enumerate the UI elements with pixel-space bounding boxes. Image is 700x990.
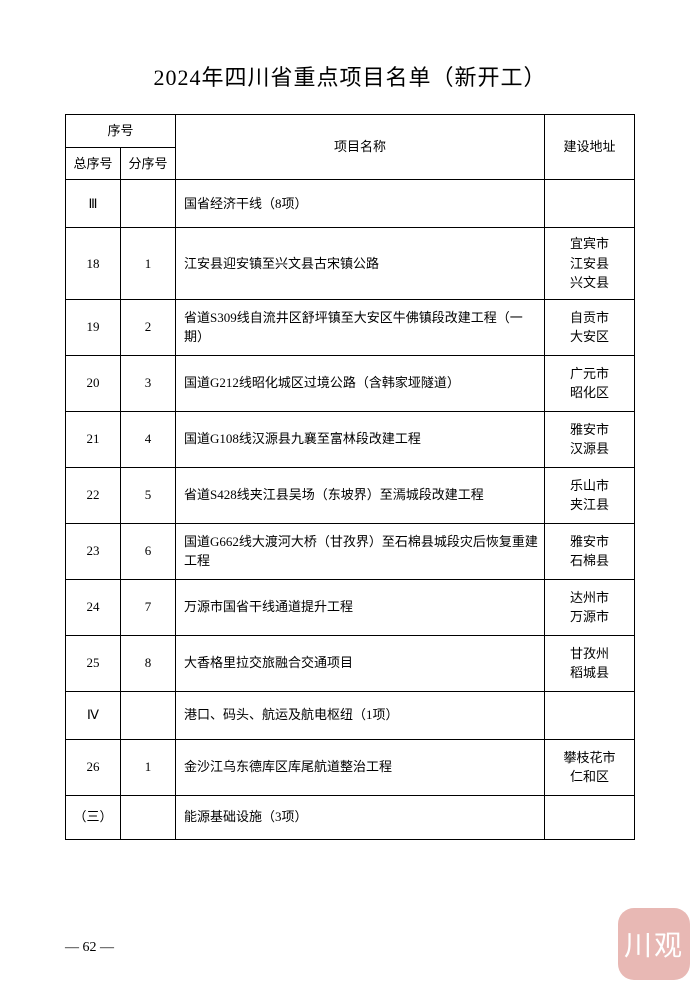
table-header: 序号 项目名称 建设地址 总序号 分序号 [66,115,635,180]
cell-sub-seq: 1 [121,739,176,795]
cell-project-name: 国道G662线大渡河大桥（甘孜界）至石棉县城段灾后恢复重建工程 [176,523,545,579]
table-body: Ⅲ国省经济干线（8项）181江安县迎安镇至兴文县古宋镇公路宜宾市江安县兴文县19… [66,180,635,840]
header-total-seq: 总序号 [66,147,121,180]
cell-address: 攀枝花市仁和区 [545,739,635,795]
cell-sub-seq: 7 [121,579,176,635]
cell-total-seq: 20 [66,355,121,411]
cell-project-name: 港口、码头、航运及航电枢纽（1项） [176,691,545,739]
document-page: 2024年四川省重点项目名单（新开工） 序号 项目名称 建设地址 总序号 分序号… [0,0,700,880]
cell-sub-seq [121,795,176,839]
cell-sub-seq: 5 [121,467,176,523]
cell-project-name: 金沙江乌东德库区库尾航道整治工程 [176,739,545,795]
table-row: 192省道S309线自流井区舒坪镇至大安区牛佛镇段改建工程（一期）自贡市大安区 [66,299,635,355]
cell-sub-seq: 4 [121,411,176,467]
cell-project-name: 万源市国省干线通道提升工程 [176,579,545,635]
table-row: 247万源市国省干线通道提升工程达州市万源市 [66,579,635,635]
cell-project-name: 大香格里拉交旅融合交通项目 [176,635,545,691]
header-sub-seq: 分序号 [121,147,176,180]
cell-project-name: 国道G108线汉源县九襄至富林段改建工程 [176,411,545,467]
cell-sub-seq: 2 [121,299,176,355]
cell-address: 达州市万源市 [545,579,635,635]
cell-address [545,795,635,839]
cell-address: 宜宾市江安县兴文县 [545,228,635,300]
cell-address: 广元市昭化区 [545,355,635,411]
header-project-name: 项目名称 [176,115,545,180]
page-title: 2024年四川省重点项目名单（新开工） [65,60,635,92]
cell-total-seq: 22 [66,467,121,523]
cell-address: 雅安市汉源县 [545,411,635,467]
cell-address [545,691,635,739]
table-row: Ⅲ 国省经济干线（8项） [66,180,635,228]
watermark-logo: 川观 [618,908,690,980]
cell-project-name: 国道G212线昭化城区过境公路（含韩家垭隧道） [176,355,545,411]
cell-sub-seq [121,691,176,739]
cell-total-seq: 26 [66,739,121,795]
cell-project-name: 省道S309线自流井区舒坪镇至大安区牛佛镇段改建工程（一期） [176,299,545,355]
cell-total-seq: Ⅲ [66,180,121,228]
cell-project-name: 省道S428线夹江县吴场（东坡界）至漹城段改建工程 [176,467,545,523]
table-row: 181江安县迎安镇至兴文县古宋镇公路宜宾市江安县兴文县 [66,228,635,300]
cell-total-seq: 19 [66,299,121,355]
cell-total-seq: 24 [66,579,121,635]
cell-total-seq: Ⅳ [66,691,121,739]
cell-sub-seq: 6 [121,523,176,579]
table-row: （三） 能源基础设施（3项） [66,795,635,839]
table-row: 236国道G662线大渡河大桥（甘孜界）至石棉县城段灾后恢复重建工程雅安市石棉县 [66,523,635,579]
cell-total-seq: 21 [66,411,121,467]
page-number: — 62 — [65,940,114,956]
header-seq-group: 序号 [66,115,176,148]
cell-address: 乐山市夹江县 [545,467,635,523]
cell-address [545,180,635,228]
table-row: 225省道S428线夹江县吴场（东坡界）至漹城段改建工程乐山市夹江县 [66,467,635,523]
cell-project-name: 能源基础设施（3项） [176,795,545,839]
header-address: 建设地址 [545,115,635,180]
project-table: 序号 项目名称 建设地址 总序号 分序号 Ⅲ国省经济干线（8项）181江安县迎安… [65,114,635,840]
cell-total-seq: 23 [66,523,121,579]
table-row: 261金沙江乌东德库区库尾航道整治工程攀枝花市仁和区 [66,739,635,795]
cell-sub-seq: 3 [121,355,176,411]
table-row: 203国道G212线昭化城区过境公路（含韩家垭隧道）广元市昭化区 [66,355,635,411]
cell-address: 自贡市大安区 [545,299,635,355]
cell-sub-seq [121,180,176,228]
cell-total-seq: 18 [66,228,121,300]
table-row: Ⅳ 港口、码头、航运及航电枢纽（1项） [66,691,635,739]
table-row: 214国道G108线汉源县九襄至富林段改建工程雅安市汉源县 [66,411,635,467]
cell-total-seq: 25 [66,635,121,691]
cell-sub-seq: 1 [121,228,176,300]
table-row: 258大香格里拉交旅融合交通项目甘孜州稻城县 [66,635,635,691]
cell-project-name: 国省经济干线（8项） [176,180,545,228]
cell-address: 雅安市石棉县 [545,523,635,579]
cell-address: 甘孜州稻城县 [545,635,635,691]
cell-project-name: 江安县迎安镇至兴文县古宋镇公路 [176,228,545,300]
cell-total-seq: （三） [66,795,121,839]
cell-sub-seq: 8 [121,635,176,691]
